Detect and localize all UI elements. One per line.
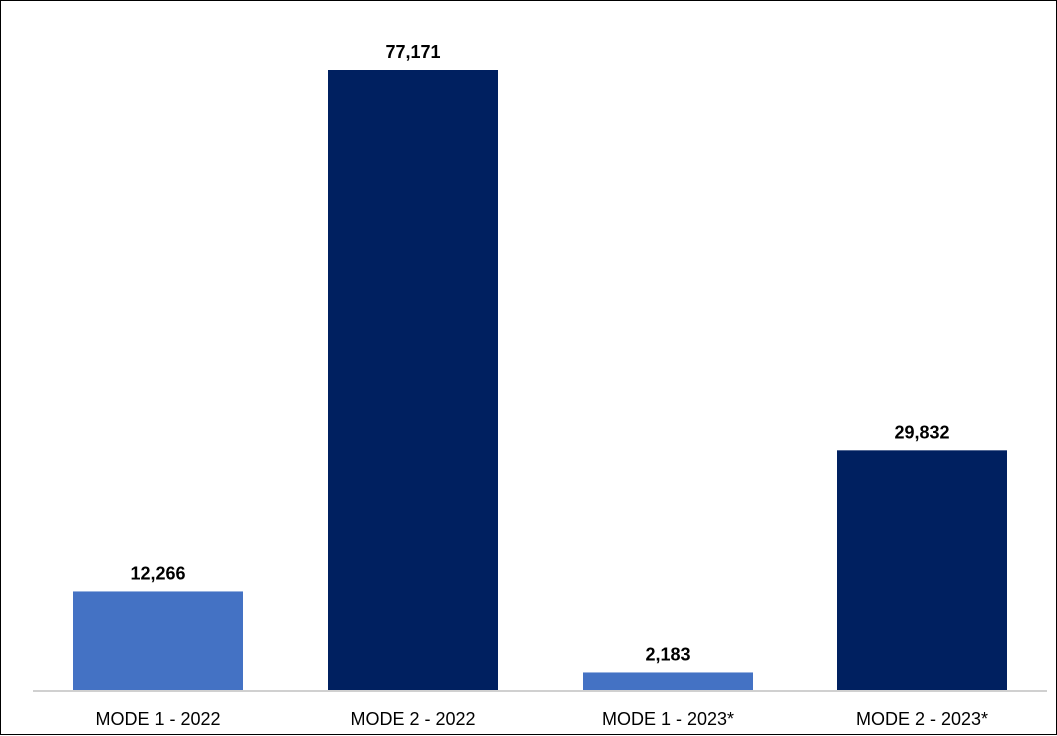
value-label-2: 77,171 [385,42,440,62]
bars-layer [73,70,1007,690]
category-label-2: MODE 2 - 2022 [350,709,475,729]
category-label-3: MODE 1 - 2023* [602,709,734,729]
category-label-4: MODE 2 - 2023* [856,709,988,729]
bar-4 [837,450,1007,690]
value-label-3: 2,183 [645,644,690,664]
category-label-1: MODE 1 - 2022 [95,709,220,729]
value-label-4: 29,832 [894,422,949,442]
value-labels-layer: 12,266 77,171 2,183 29,832 [130,42,949,664]
bar-3 [583,672,753,690]
category-labels-layer: MODE 1 - 2022 MODE 2 - 2022 MODE 1 - 2023*… [95,709,988,729]
bar-2 [328,70,498,690]
bar-1 [73,591,243,690]
value-label-1: 12,266 [130,563,185,583]
